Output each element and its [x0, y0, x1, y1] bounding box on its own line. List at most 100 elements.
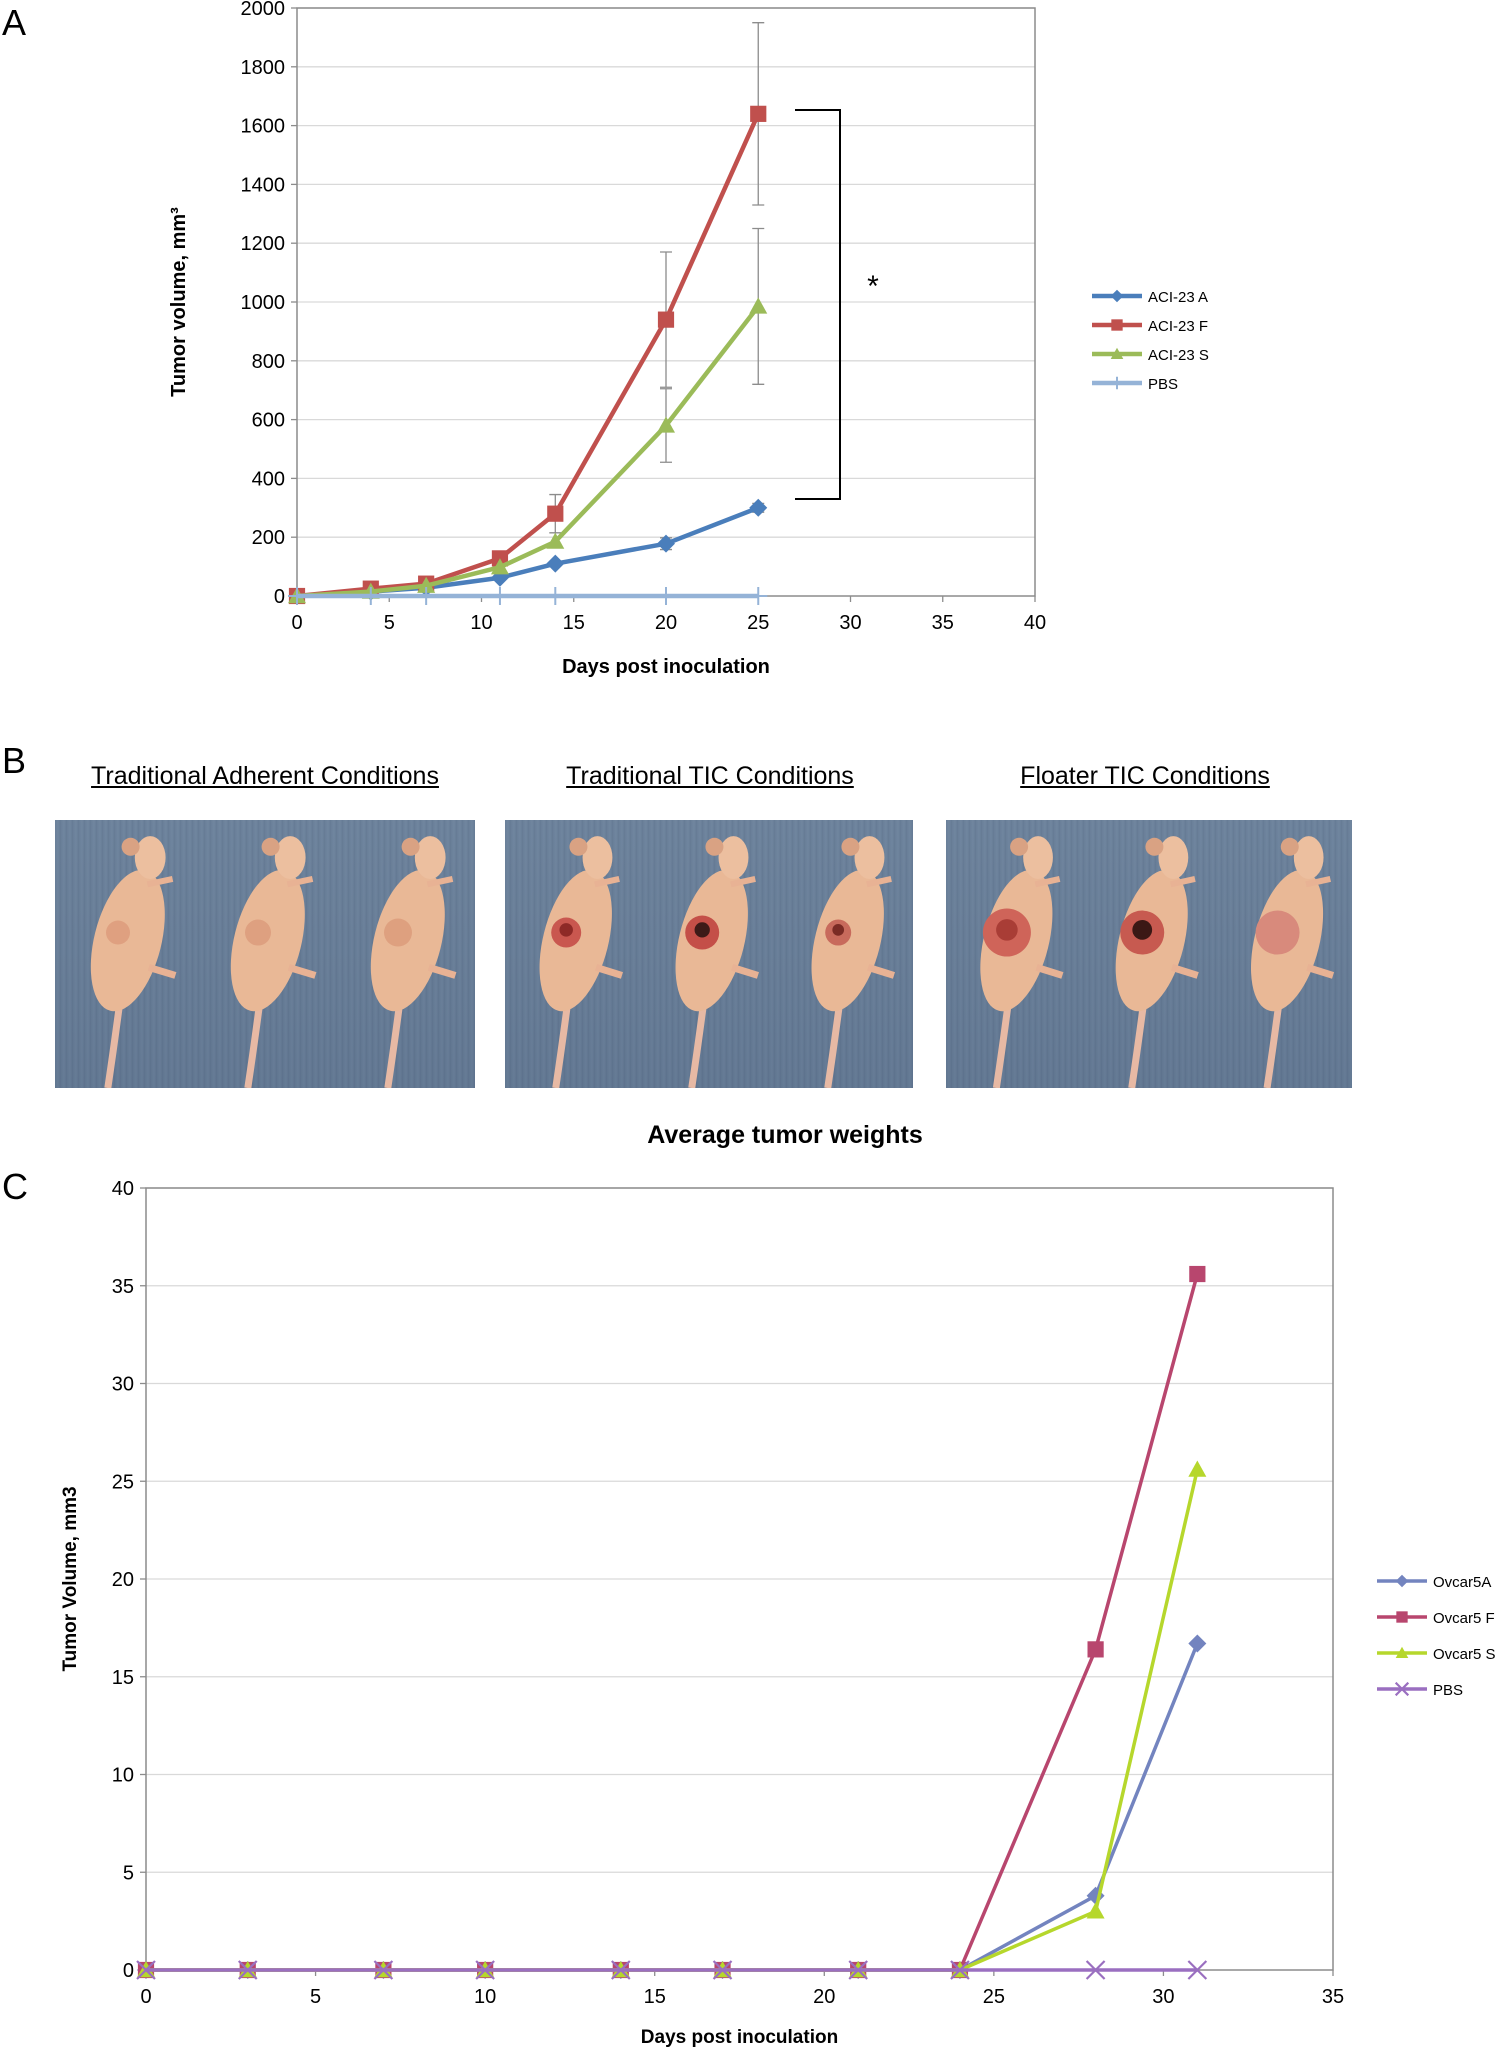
y-tick-label: 0 [274, 586, 285, 608]
series-ovcar5-s [137, 1460, 1207, 1978]
data-point [546, 532, 565, 549]
data-point [1188, 1634, 1207, 1653]
mice-illustration [980, 836, 1335, 1088]
data-point [611, 1960, 631, 1980]
series-aci-23-s [288, 227, 768, 604]
mouse [1115, 836, 1199, 1088]
x-tick-label: 30 [1152, 1986, 1174, 2008]
significance-bracket [795, 109, 841, 500]
mouse [811, 836, 895, 1088]
legend-marker [1394, 1681, 1410, 1697]
panel-label-b: B [2, 740, 27, 781]
data-point [417, 576, 436, 593]
data-point [848, 1960, 868, 1980]
data-point [1188, 1460, 1207, 1477]
data-point [749, 587, 768, 605]
chart-c: 0 5 10 15 20 25 30 35 40 0 5 10 15 20 25 30 35 Days post … [60, 1178, 1496, 2048]
x-tick-label: 30 [839, 612, 861, 634]
legend-marker [1110, 289, 1124, 303]
data-point [490, 558, 509, 575]
series-line [146, 1642, 1199, 1972]
legend-label: ACI-23 S [1148, 347, 1209, 364]
x-tick-label: 35 [932, 612, 954, 634]
mice-illustration [539, 836, 895, 1088]
legend-marker [1111, 319, 1123, 331]
legend-label: ACI-23 F [1148, 318, 1208, 335]
series-line [146, 1469, 1200, 1972]
x-tick-label: 0 [140, 1986, 151, 2008]
x-axis-label: Days post inoculation [641, 2027, 838, 2048]
data-point [657, 416, 675, 433]
data-point [490, 587, 509, 605]
y-tick-label: 1600 [241, 116, 286, 138]
data-point [749, 297, 768, 314]
y-tick-label: 200 [252, 527, 285, 549]
photo-tic-mice [505, 820, 913, 1088]
photo-floater-mice [946, 820, 1352, 1088]
data-point [546, 554, 565, 573]
data-point [657, 311, 675, 328]
legend-label: Ovcar5A [1433, 1574, 1491, 1591]
y-tick-label: 1000 [241, 292, 286, 314]
y-axis-label: Tumor volume, mm³ [168, 207, 190, 397]
y-tick-label: 35 [112, 1276, 134, 1298]
data-point [1087, 1641, 1104, 1658]
x-tick-label: 25 [983, 1986, 1005, 2008]
mouse [1250, 836, 1335, 1088]
photo-title-adherent: Traditional Adherent Conditions [91, 762, 439, 790]
data-point [1187, 1960, 1208, 1980]
data-point [1086, 1886, 1105, 1905]
y-tick-label: 40 [112, 1178, 134, 1200]
legend-label: Ovcar5 S [1433, 1646, 1496, 1663]
y-tick-label: 10 [112, 1765, 134, 1787]
mouse [980, 836, 1064, 1088]
legend-marker [1110, 376, 1124, 390]
legend-label: ACI-23 A [1148, 289, 1208, 306]
x-tick-label: 25 [747, 612, 769, 634]
y-tick-label: 400 [252, 468, 285, 490]
mouse [370, 836, 457, 1088]
y-tick-label: 1200 [241, 233, 286, 255]
panel-label-a: A [2, 2, 27, 43]
y-tick-label: 25 [112, 1471, 134, 1493]
data-point [657, 587, 675, 605]
y-axis-label: Tumor Volume, mm3 [60, 1486, 81, 1671]
legend-label: PBS [1148, 376, 1178, 393]
data-point [657, 534, 675, 553]
series-pbs [136, 1960, 1208, 1980]
legend-marker [1395, 1646, 1409, 1659]
data-point [950, 1960, 970, 1980]
x-tick-label: 0 [291, 612, 302, 634]
mice-illustration [90, 836, 457, 1088]
series-line [296, 112, 761, 599]
series-line [296, 305, 761, 599]
y-tick-label: 15 [112, 1667, 134, 1689]
series-ovcar5-f [137, 1265, 1206, 1979]
chart-a: 0 200 400 600 800 1000 1200 1400 1600 1800 2000 0 5 1… [168, 0, 1209, 678]
photo-title-tic: Traditional TIC Conditions [566, 762, 854, 790]
photo-adherent-mice [55, 820, 475, 1088]
x-tick-label: 10 [470, 612, 492, 634]
data-point [750, 105, 767, 122]
legend-marker [1395, 1574, 1409, 1588]
photo-title-floater: Floater TIC Conditions [1020, 762, 1270, 790]
chart-c-title: Average tumor weights [647, 1121, 923, 1149]
data-point [288, 587, 306, 605]
series-line [146, 1273, 1200, 1972]
y-tick-label: 5 [123, 1862, 134, 1884]
panel-label-c: C [2, 1166, 28, 1207]
data-point [373, 1960, 394, 1980]
series-aci-23-f [288, 22, 767, 605]
x-tick-label: 5 [384, 612, 395, 634]
y-tick-label: 800 [252, 351, 285, 373]
data-point [1086, 1902, 1105, 1919]
significance-asterisk: * [867, 270, 879, 303]
x-axis-label: Days post inoculation [562, 656, 770, 678]
data-point [475, 1960, 495, 1980]
data-point [712, 1960, 733, 1980]
x-tick-label: 5 [310, 1986, 321, 2008]
data-point [237, 1960, 258, 1980]
y-tick-label: 1800 [241, 57, 286, 79]
data-point [547, 505, 564, 522]
y-tick-label: 20 [112, 1569, 134, 1591]
